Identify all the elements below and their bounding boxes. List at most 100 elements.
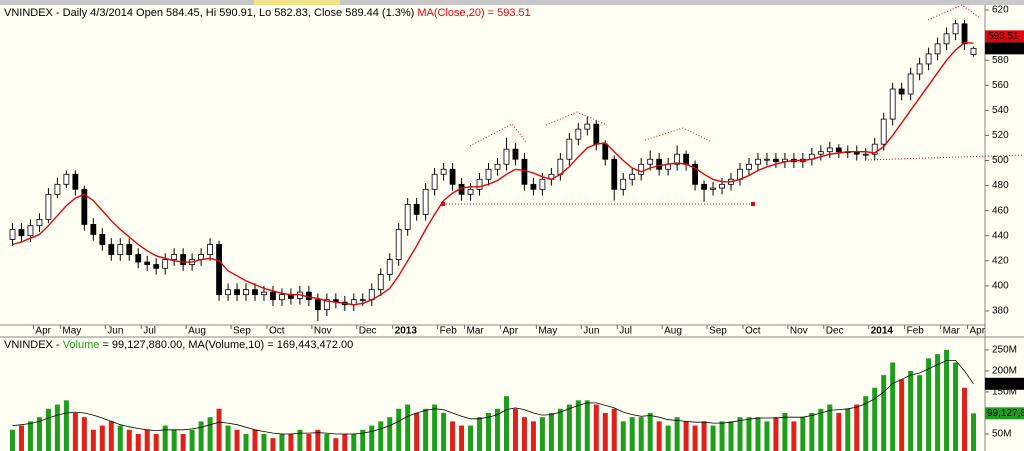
y-tick-label: 580 bbox=[992, 55, 1009, 66]
candle-body bbox=[413, 203, 420, 215]
y-tick-label: 520 bbox=[992, 130, 1009, 141]
volume-bar bbox=[441, 412, 447, 451]
volume-bar bbox=[701, 421, 707, 451]
volume-bar bbox=[306, 433, 312, 451]
candle-body bbox=[835, 147, 842, 153]
candle-body bbox=[710, 187, 716, 190]
x-tick-label: Jul bbox=[619, 326, 632, 337]
tab-strip bbox=[0, 0, 1024, 5]
candle-body bbox=[907, 73, 914, 95]
volume-bar bbox=[207, 417, 213, 451]
close-value-label: 589.44 bbox=[988, 43, 1019, 54]
candle-body bbox=[135, 254, 142, 263]
candle-body bbox=[701, 183, 707, 190]
candle-body bbox=[234, 289, 240, 296]
volume-bar bbox=[881, 375, 887, 451]
candle-body bbox=[566, 138, 573, 160]
volume-bar bbox=[279, 433, 285, 451]
candle-body bbox=[737, 168, 743, 180]
candle-body bbox=[916, 63, 923, 75]
volume-bar bbox=[360, 429, 366, 451]
candle-body bbox=[395, 229, 402, 260]
candle-body bbox=[81, 188, 88, 225]
volume-bar bbox=[494, 408, 500, 451]
y-tick-label: 50M bbox=[992, 429, 1011, 440]
volume-bar bbox=[890, 362, 896, 451]
volume-bar bbox=[917, 375, 923, 451]
volume-bar bbox=[971, 413, 977, 451]
volume-bar bbox=[45, 408, 51, 451]
candle-body bbox=[72, 173, 79, 190]
annotation-line bbox=[644, 127, 713, 143]
volume-value-box bbox=[985, 407, 1024, 420]
volume-bar bbox=[791, 421, 797, 451]
volume-bar bbox=[512, 408, 518, 451]
y-tick-label: 540 bbox=[992, 105, 1009, 116]
volume-bar bbox=[198, 421, 204, 451]
candle-body bbox=[144, 261, 151, 265]
y-tick-label: 150M bbox=[992, 387, 1017, 398]
candle-body bbox=[593, 123, 600, 145]
x-tick-label: Aug bbox=[664, 326, 682, 337]
volume-bar bbox=[378, 421, 384, 451]
candle-body bbox=[521, 158, 528, 185]
x-tick-label: Dec bbox=[359, 326, 377, 337]
candle-body bbox=[252, 289, 258, 296]
support-end bbox=[751, 202, 755, 206]
candle-body bbox=[880, 118, 887, 145]
volume-bar bbox=[656, 421, 662, 451]
candle-body bbox=[261, 291, 267, 296]
y-tick-label: 200M bbox=[992, 366, 1017, 377]
volume-bar bbox=[477, 417, 483, 451]
volume-bar bbox=[117, 425, 123, 451]
volume-bar bbox=[584, 400, 590, 451]
candle-body bbox=[826, 147, 833, 153]
title-text: VNINDEX - Daily 4/3/2014 Open 584.45, Hi… bbox=[4, 7, 414, 19]
volume-bar bbox=[81, 417, 87, 451]
candle-body bbox=[871, 143, 878, 155]
candle-body bbox=[889, 88, 896, 120]
candle-body bbox=[225, 289, 231, 296]
volume-bar bbox=[468, 425, 474, 451]
candle-body bbox=[584, 123, 591, 130]
candle-body bbox=[970, 47, 977, 55]
volume-bar bbox=[288, 433, 294, 451]
candle-body bbox=[171, 254, 178, 260]
volume-bar bbox=[593, 404, 599, 451]
candle-body bbox=[764, 158, 770, 161]
volume-bar bbox=[845, 408, 851, 451]
candle-body bbox=[90, 224, 97, 235]
candle-body bbox=[952, 23, 959, 35]
volume-subtitle: = 99,127,880.00, MA(Volume,10) = 169,443… bbox=[102, 339, 353, 351]
volume-bar bbox=[755, 417, 761, 451]
volume-value-label: 169,443,472 bbox=[987, 378, 1024, 389]
volume-bar bbox=[234, 429, 240, 451]
candle-body bbox=[54, 183, 61, 195]
volume-bar bbox=[836, 412, 842, 451]
y-tick-label: 420 bbox=[992, 255, 1009, 266]
y-tick-label: 250M bbox=[992, 345, 1017, 356]
volume-bar bbox=[629, 417, 635, 451]
candle-body bbox=[18, 229, 25, 237]
x-tick-label: 2013 bbox=[395, 326, 418, 337]
candle-body bbox=[611, 158, 618, 190]
volume-bar bbox=[872, 387, 878, 451]
volume-bar bbox=[27, 421, 33, 451]
y-tick-label: 500 bbox=[992, 155, 1009, 166]
candle-body bbox=[692, 163, 698, 185]
price-panel: 380400420440460480500520540560580600620A… bbox=[9, 5, 1009, 337]
candle-body bbox=[476, 178, 483, 190]
volume-bar bbox=[611, 408, 617, 451]
volume-bar bbox=[530, 421, 536, 451]
active-tab bbox=[254, 0, 340, 5]
candle-body bbox=[359, 299, 366, 302]
annotations bbox=[441, 4, 1024, 206]
volume-bar bbox=[665, 425, 671, 451]
x-tick-label: Aug bbox=[188, 326, 206, 337]
x-tick-label: Apr bbox=[35, 326, 51, 337]
volume-bar bbox=[944, 349, 950, 451]
x-tick-label: Nov bbox=[314, 326, 332, 337]
volume-bar bbox=[270, 438, 276, 451]
volume-bar bbox=[414, 412, 420, 451]
candle-body bbox=[314, 299, 321, 311]
